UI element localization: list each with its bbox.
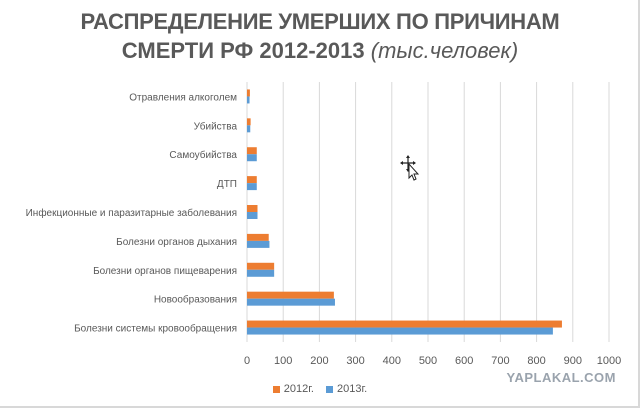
bar [247, 233, 269, 241]
chart-title-line2: СМЕРТИ РФ 2012-2013 (тыс.человек) [0, 36, 640, 66]
category-label: Инфекционные и паразитарные заболевания [26, 207, 237, 219]
x-tick-label: 300 [346, 355, 364, 367]
chart-title: РАСПРЕДЕЛЕНИЕ УМЕРШИХ ПО ПРИЧИНАМ СМЕРТИ… [0, 8, 640, 66]
move-cursor-icon [400, 155, 420, 181]
bar [247, 147, 257, 155]
bar [247, 291, 334, 299]
bar [247, 240, 270, 248]
bar [247, 118, 251, 126]
x-tick-label: 800 [527, 355, 545, 367]
x-tick-label: 700 [491, 355, 509, 367]
chart-title-unit: (тыс.человек) [370, 38, 519, 63]
x-tick-label: 500 [419, 355, 437, 367]
bar [247, 320, 562, 328]
legend-swatch [272, 385, 280, 393]
bar [247, 205, 258, 212]
category-label: ДТП [217, 179, 237, 190]
category-label: Болезни органов пищеварения [93, 266, 237, 277]
bar [247, 96, 250, 104]
watermark-text: YAPLAKAL.COM [506, 370, 616, 385]
bar [247, 212, 258, 219]
chart-title-years: СМЕРТИ РФ 2012-2013 [121, 38, 365, 63]
x-tick-label: 0 [244, 355, 250, 367]
bar [247, 183, 257, 191]
bar [247, 125, 251, 133]
bar [247, 298, 335, 306]
bar [247, 154, 257, 162]
chart-legend: 2012г. 2013г. [0, 383, 640, 395]
x-tick-label: 400 [383, 355, 401, 367]
category-label: Болезни органов дыхания [116, 237, 237, 248]
category-label: Болезни системы кровообращения [74, 323, 237, 335]
x-tick-label: 600 [455, 355, 473, 367]
bar [247, 327, 553, 335]
category-label: Отравления алкоголем [129, 92, 237, 103]
legend-label: 2013г. [337, 383, 368, 395]
category-label: Самоубийства [169, 149, 237, 161]
bar [247, 176, 257, 184]
chart-title-line1: РАСПРЕДЕЛЕНИЕ УМЕРШИХ ПО ПРИЧИНАМ [80, 9, 560, 34]
x-tick-label: 900 [564, 355, 582, 367]
x-tick-label: 200 [310, 355, 328, 367]
category-label: Новообразования [154, 294, 237, 306]
legend-item: 2013г. [326, 383, 367, 395]
legend-swatch [326, 385, 333, 393]
legend-label: 2012г. [283, 383, 314, 395]
x-tick-label: 100 [274, 355, 292, 367]
bar [247, 269, 275, 277]
x-tick-label: 1000 [597, 355, 621, 367]
legend-item: 2012г. [272, 383, 314, 395]
bar [247, 262, 275, 270]
category-label: Убийства [194, 120, 238, 132]
bar [247, 89, 250, 97]
